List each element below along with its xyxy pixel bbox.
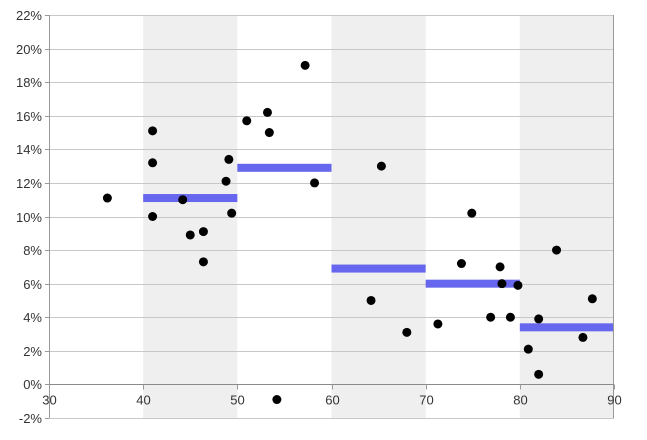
y-tick-label-0: -2% [19,411,43,426]
data-points [102,60,597,405]
data-point-29 [534,314,544,324]
data-point-13 [264,128,274,138]
data-point-15 [300,60,310,70]
data-point-2 [148,158,158,168]
data-point-31 [552,245,562,255]
data-point-27 [513,280,523,290]
mean-bar-2 [331,264,426,273]
y-tick-label-12: 22% [16,8,42,23]
gridlines [49,15,614,419]
x-tick-label-1: 40 [136,393,150,408]
group-mean-bars [143,163,614,332]
x-tick-label-5: 80 [513,393,527,408]
data-point-5 [185,230,195,240]
x-axis-ticks: 30 40 50 60 70 80 90 [42,384,622,408]
x-tick-label-2: 50 [230,393,244,408]
y-tick-label-3: 4% [23,310,42,325]
data-point-21 [456,259,466,269]
data-point-4 [178,195,188,205]
mean-bar-0 [143,194,238,203]
y-tick-label-7: 12% [16,176,42,191]
data-point-0 [102,193,112,203]
x-tick-label-6: 90 [607,393,621,408]
data-point-1 [148,126,158,136]
data-point-18 [376,161,386,171]
data-point-19 [402,327,412,337]
data-point-33 [587,294,597,304]
y-tick-label-5: 8% [23,243,42,258]
y-tick-label-9: 16% [16,109,42,124]
y-axis-ticks: -2% 0% 2% 4% 6% 8% 10% 12% 14% 16% 18% 20% 22% [16,8,49,426]
mean-bar-1 [237,163,332,172]
mean-bar-4 [519,323,614,332]
y-tick-label-10: 18% [16,75,42,90]
data-point-11 [242,116,252,126]
y-tick-label-4: 6% [23,277,42,292]
data-point-20 [433,319,443,329]
data-point-12 [262,107,272,117]
data-point-7 [198,257,208,267]
data-point-26 [505,312,515,322]
y-tick-label-6: 10% [16,210,42,225]
data-point-32 [578,332,588,342]
data-point-10 [227,208,237,218]
y-tick-label-1: 0% [23,377,42,392]
x-tick-label-3: 60 [325,393,339,408]
data-point-25 [497,279,507,289]
data-point-8 [221,176,231,186]
data-point-28 [523,344,533,354]
shaded-band-2 [519,15,614,418]
data-point-3 [148,212,158,221]
y-tick-label-8: 14% [16,142,42,157]
y-tick-label-11: 20% [16,42,42,57]
data-point-17 [366,295,376,305]
shaded-band-1 [331,15,426,418]
data-point-14 [272,395,282,405]
mean-bar-3 [425,279,520,288]
shaded-bands [143,15,614,418]
data-point-6 [198,227,208,237]
x-tick-label-4: 70 [419,393,433,408]
data-point-24 [495,262,505,272]
shaded-band-0 [143,15,238,418]
data-point-9 [224,154,234,164]
data-point-30 [534,369,544,379]
data-point-16 [310,178,320,188]
y-tick-label-2: 2% [23,344,42,359]
data-point-23 [486,312,496,322]
x-tick-label-0: 30 [42,393,56,408]
data-point-22 [467,208,477,218]
